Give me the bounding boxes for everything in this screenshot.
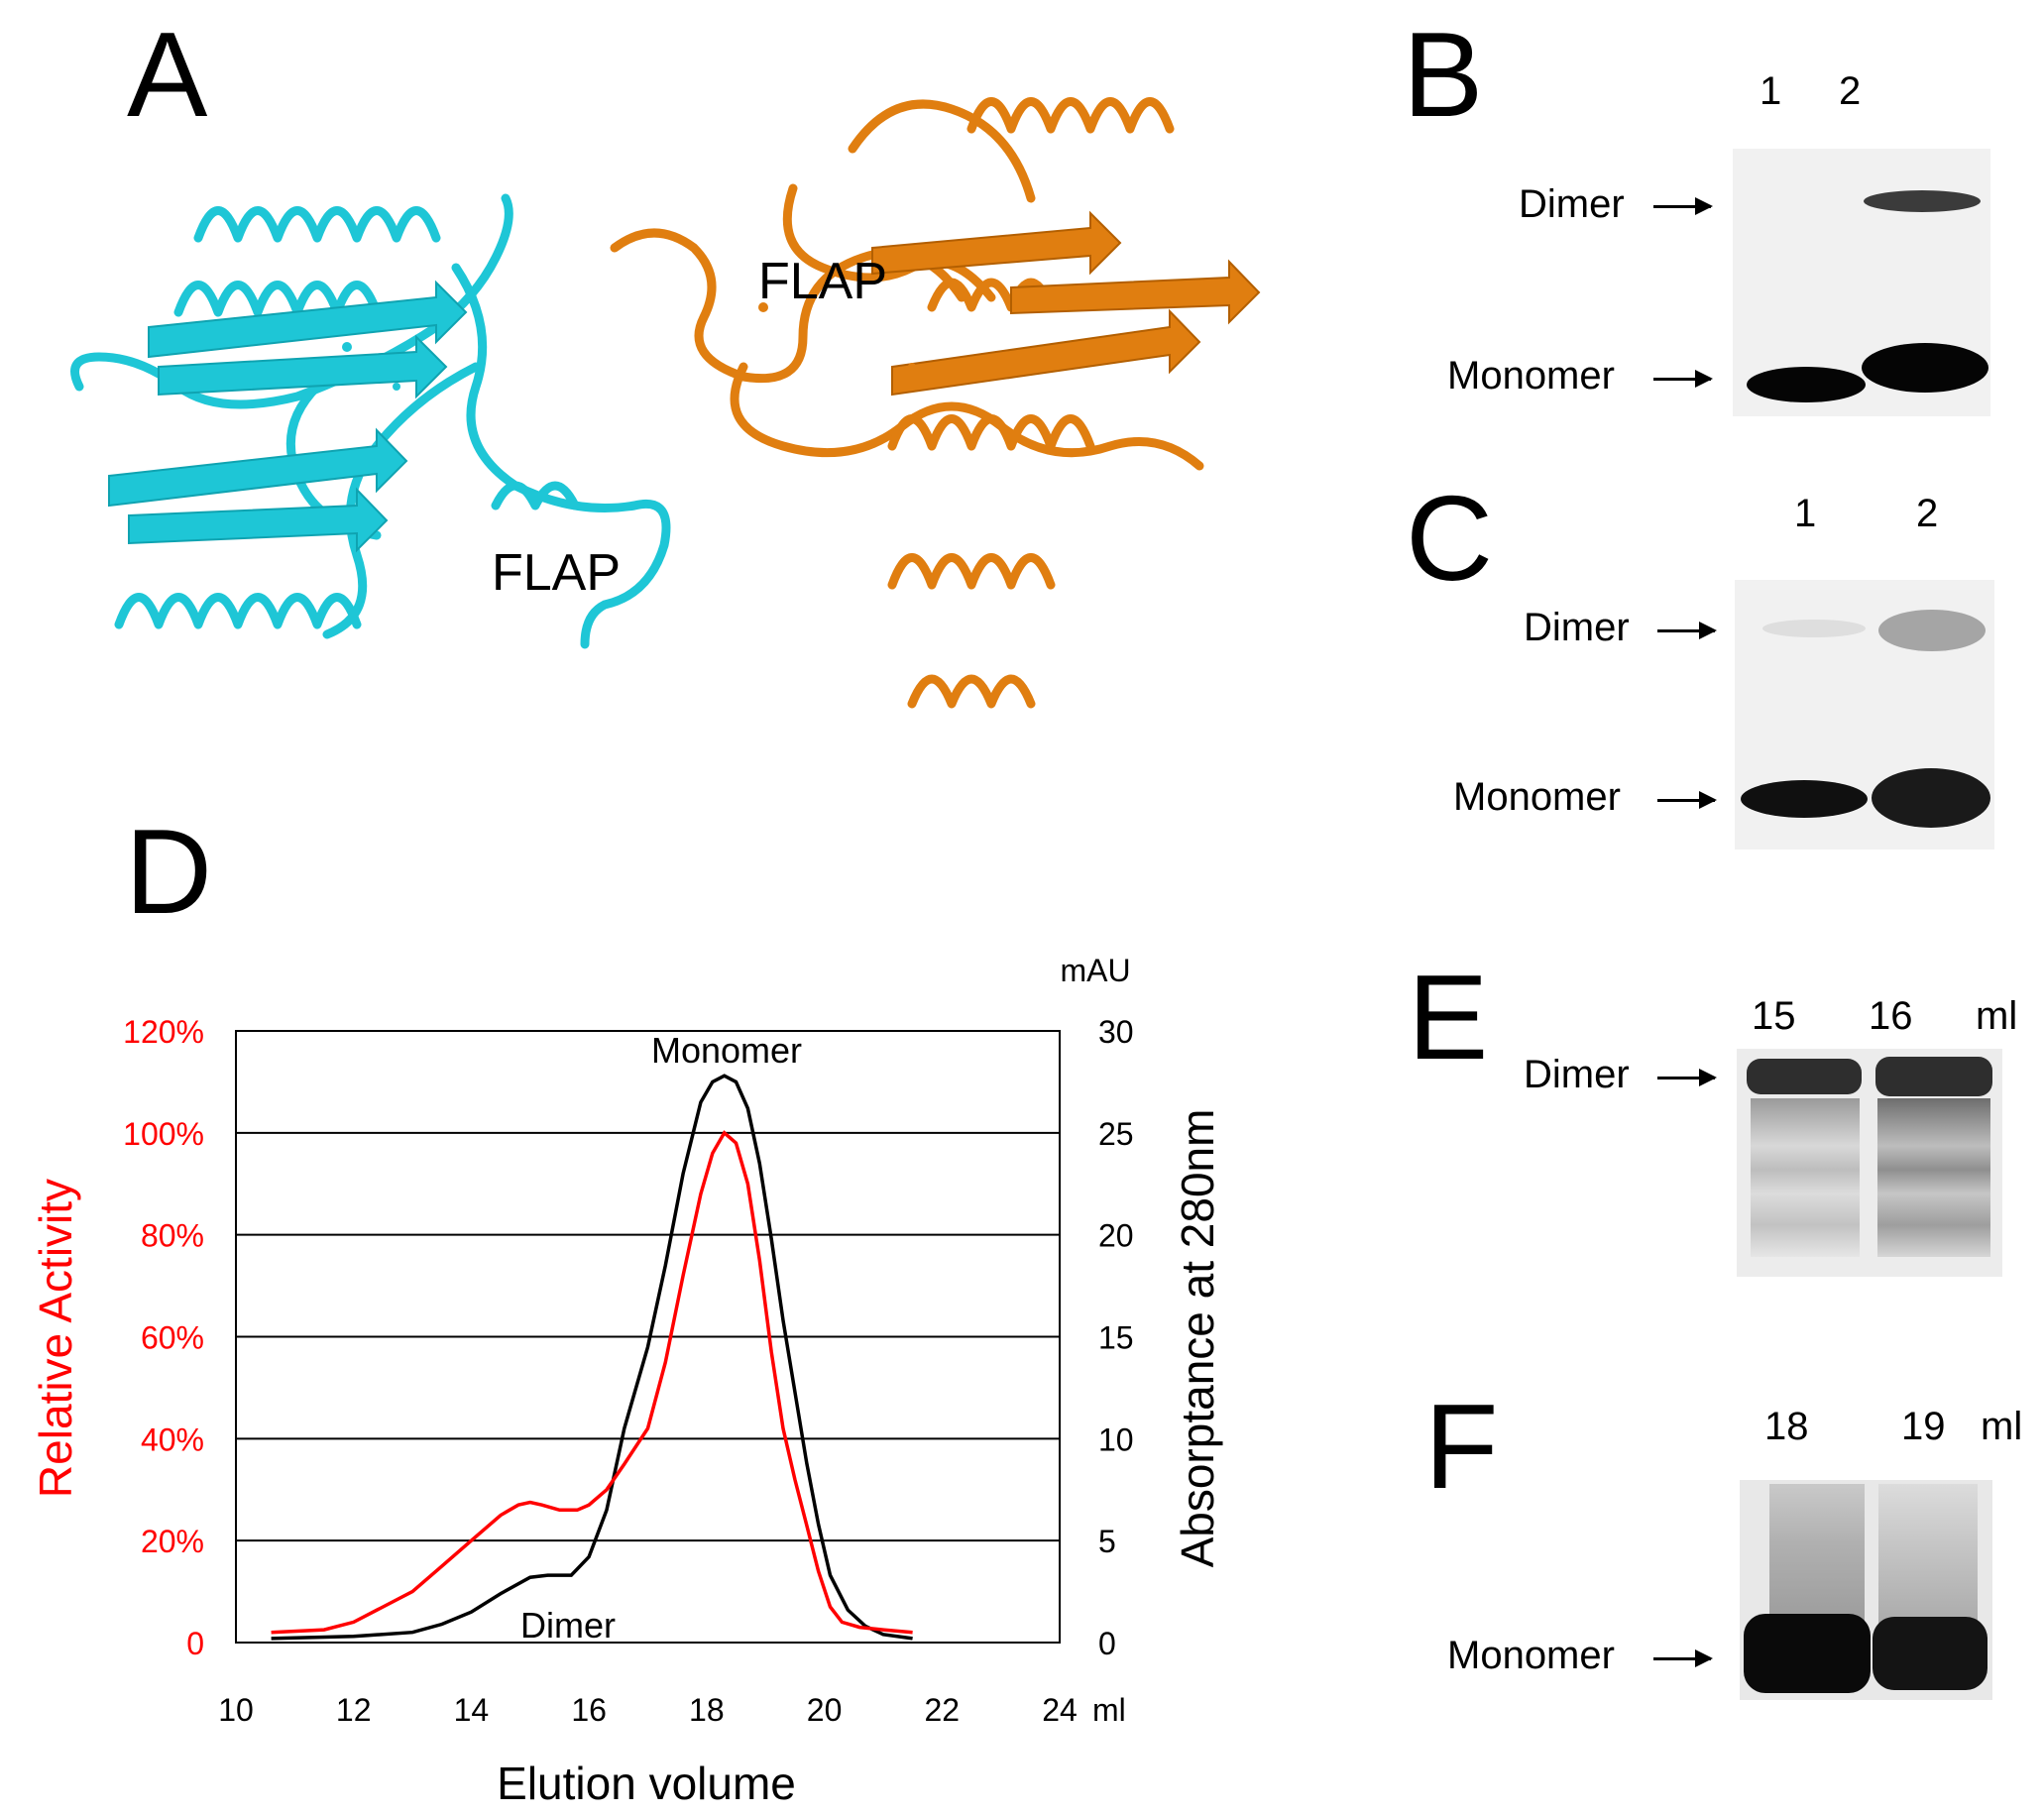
blot-c-monomer-arrow — [1657, 791, 1717, 809]
x-tick-label: 12 — [336, 1692, 372, 1728]
blot-f-smear-lane2 — [1878, 1484, 1978, 1633]
blot-e-membrane — [1737, 1049, 2002, 1277]
blot-f-band-lane1 — [1744, 1614, 1871, 1693]
y-left-tick-label: 80% — [141, 1218, 204, 1254]
y-right-tick-label: 5 — [1098, 1524, 1116, 1559]
x-axis-title: Elution volume — [497, 1758, 796, 1809]
blot-e-smear-lane2 — [1877, 1098, 1990, 1257]
blot-b-band-dimer-lane2 — [1864, 190, 1981, 212]
y-left-tick-label: 0 — [186, 1626, 204, 1661]
blot-c-monomer-label: Monomer — [1453, 775, 1621, 819]
x-tick-label: 22 — [924, 1692, 960, 1728]
blot-c-lane-2: 2 — [1916, 492, 1939, 535]
panel-label-e: E — [1408, 950, 1489, 1084]
blot-e-dimer-label: Dimer — [1524, 1053, 1630, 1096]
blot-e-band-lane1 — [1747, 1059, 1862, 1094]
annotation-monomer: Monomer — [651, 1030, 802, 1071]
y-right-tick-label: 15 — [1098, 1320, 1134, 1356]
blot-e-unit: ml — [1976, 994, 2018, 1038]
blot-b-band-monomer-lane1 — [1747, 367, 1866, 402]
x-tick-label: 10 — [218, 1692, 254, 1728]
blot-e-dimer-arrow — [1657, 1069, 1717, 1086]
annotation-dimer: Dimer — [520, 1605, 616, 1646]
blot-b-dimer-arrow — [1653, 197, 1713, 215]
structure-chain-b — [610, 97, 1261, 709]
blot-b-band-monomer-lane2 — [1862, 343, 1988, 393]
panel-label-f: F — [1424, 1379, 1499, 1514]
y-right-tick-label: 10 — [1098, 1421, 1134, 1457]
blot-b-lane-1: 1 — [1760, 69, 1782, 113]
blot-e-band-lane2 — [1875, 1057, 1992, 1096]
blot-c-dimer-arrow — [1657, 622, 1717, 639]
structure-chain-a — [70, 193, 671, 649]
flap-label-left: FLAP — [492, 544, 622, 602]
left-axis-title: Relative Activity — [30, 1179, 81, 1498]
blot-f-membrane — [1740, 1480, 1992, 1700]
y-left-tick-label: 40% — [141, 1421, 204, 1457]
blot-e-smear-lane1 — [1751, 1098, 1860, 1257]
blot-c-band-monomer-lane1 — [1741, 780, 1868, 818]
blot-e-lane-2: 16 — [1869, 994, 1913, 1038]
y-left-tick-label: 20% — [141, 1524, 204, 1559]
x-tick-label: 20 — [807, 1692, 843, 1728]
blot-c-band-monomer-lane2 — [1872, 768, 1990, 828]
x-tick-label: 18 — [689, 1692, 725, 1728]
blot-f-unit: ml — [1981, 1405, 2023, 1448]
blot-f-monomer-label: Monomer — [1447, 1634, 1615, 1677]
x-tick-label: 14 — [454, 1692, 490, 1728]
blot-c-dimer-label: Dimer — [1524, 606, 1630, 649]
blot-c-membrane — [1735, 580, 1994, 850]
panel-label-c: C — [1406, 471, 1494, 606]
y-right-tick-label: 0 — [1098, 1626, 1116, 1661]
blot-b-monomer-arrow — [1653, 370, 1713, 388]
panel-label-a: A — [127, 7, 208, 142]
flap-label-right: FLAP — [758, 253, 888, 310]
blot-f-smear-lane1 — [1769, 1484, 1865, 1633]
blot-b-lane-2: 2 — [1839, 69, 1862, 113]
blot-c-band-dimer-lane2 — [1878, 610, 1986, 651]
x-tick-label: 24 — [1042, 1692, 1078, 1728]
blot-f-lane-2: 19 — [1901, 1405, 1946, 1448]
blot-b-dimer-label: Dimer — [1519, 182, 1625, 226]
plot-frame — [235, 1030, 1061, 1644]
y-left-tick-label: 100% — [123, 1116, 204, 1152]
blot-f-lane-1: 18 — [1764, 1405, 1809, 1448]
blot-c-lane-1: 1 — [1794, 492, 1817, 535]
panel-label-d: D — [125, 804, 213, 939]
blot-f-band-lane2 — [1873, 1617, 1987, 1690]
y-left-tick-label: 120% — [123, 1014, 204, 1050]
right-axis-title: Absorptance at 280nm — [1172, 1109, 1223, 1568]
panel-label-b: B — [1403, 7, 1484, 142]
y-left-tick-label: 60% — [141, 1320, 204, 1356]
blot-c-band-dimer-lane1 — [1762, 620, 1866, 637]
series-absorptance-line — [271, 1074, 913, 1641]
right-axis-unit: mAU — [1060, 953, 1130, 988]
x-tick-label: 16 — [571, 1692, 607, 1728]
series-activity-line — [271, 1130, 913, 1635]
blot-f-monomer-arrow — [1653, 1649, 1713, 1667]
blot-e-lane-1: 15 — [1752, 994, 1796, 1038]
blot-b-monomer-label: Monomer — [1447, 354, 1615, 397]
blot-b-membrane — [1733, 149, 1990, 416]
y-right-tick-label: 30 — [1098, 1014, 1134, 1050]
x-axis-unit: ml — [1092, 1692, 1126, 1728]
y-right-tick-label: 20 — [1098, 1218, 1134, 1254]
y-right-tick-label: 25 — [1098, 1116, 1134, 1152]
